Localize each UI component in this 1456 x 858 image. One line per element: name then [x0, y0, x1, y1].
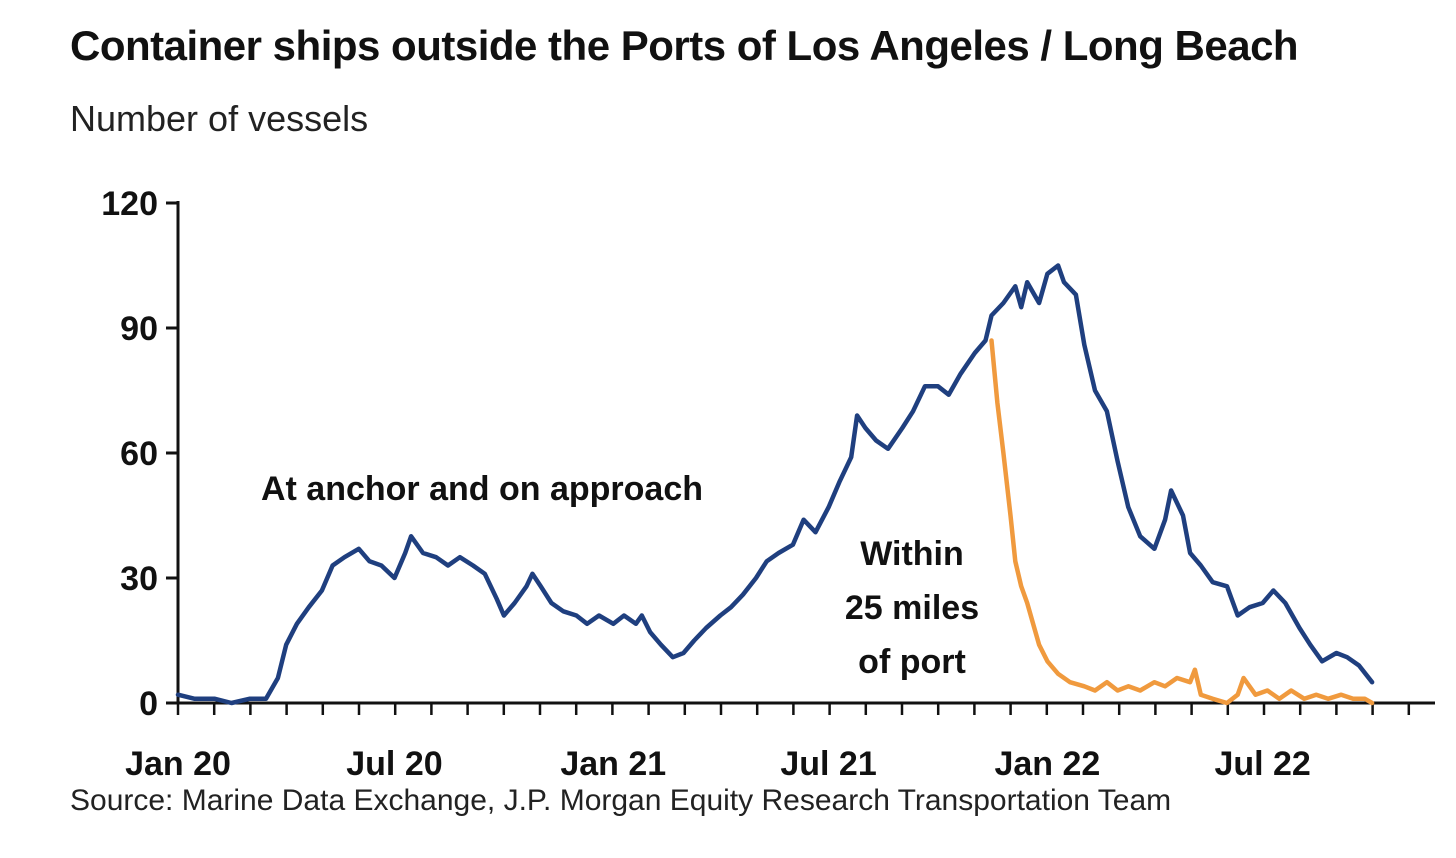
- x-tick-label: Jan 21: [560, 745, 666, 783]
- y-tick-label: 30: [120, 560, 158, 598]
- x-tick-label: Jul 22: [1214, 745, 1310, 783]
- series-line-0: [175, 263, 1375, 706]
- x-tick-label: Jul 20: [346, 745, 442, 783]
- chart-title: Container ships outside the Ports of Los…: [70, 22, 1299, 69]
- annotation-line: Within: [860, 535, 964, 573]
- annotation-0: At anchor and on approach: [261, 470, 703, 508]
- chart-subtitle: Number of vessels: [70, 98, 369, 139]
- annotation-line: 25 miles: [845, 589, 979, 627]
- annotation-layer: At anchor and on approach Within 25 miles o…: [261, 470, 979, 681]
- y-tick-label: 60: [120, 435, 158, 473]
- x-axis: Jan 20 Jul 20 Jan 21 Jul 21 Jan 22 Jul 22: [125, 701, 1435, 783]
- series-line-1: [989, 338, 1375, 706]
- x-tick-label: Jan 20: [125, 745, 231, 783]
- annotation-line: of port: [858, 643, 966, 681]
- source-note: Source: Marine Data Exchange, J.P. Morga…: [70, 784, 1172, 817]
- annotation-1: Within 25 miles of port: [845, 535, 979, 681]
- y-tick-label: 120: [101, 185, 158, 223]
- annotation-line: At anchor and on approach: [261, 470, 703, 508]
- y-axis: 0 30 60 90 120: [101, 185, 180, 723]
- x-tick-label: Jul 21: [780, 745, 876, 783]
- y-tick-label: 0: [139, 685, 158, 723]
- series-layer: [175, 263, 1375, 706]
- y-tick-label: 90: [120, 310, 158, 348]
- x-tick-label: Jan 22: [994, 745, 1100, 783]
